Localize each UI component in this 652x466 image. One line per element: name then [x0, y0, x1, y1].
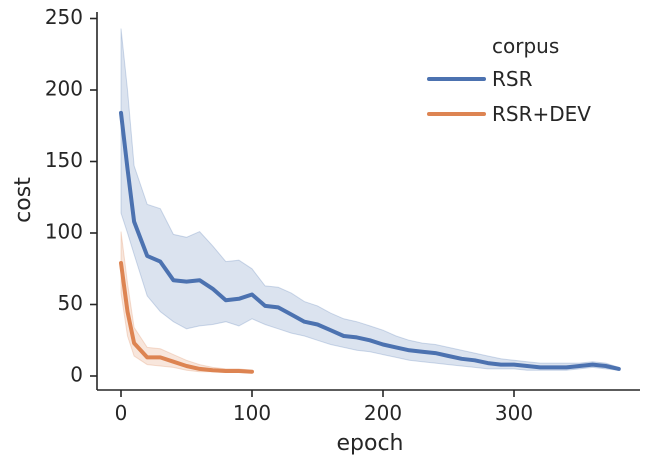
- legend: corpus RSR RSR+DEV: [427, 34, 591, 126]
- x-ticks: 0 100 200 300: [115, 390, 533, 425]
- y-axis-label: cost: [11, 177, 36, 223]
- x-axis-label: epoch: [337, 431, 404, 456]
- y-tick-label: 250: [45, 5, 83, 29]
- legend-title: corpus: [492, 34, 559, 58]
- y-tick-label: 0: [70, 363, 83, 387]
- x-tick-label: 200: [364, 401, 402, 425]
- series-lines: [119, 110, 621, 374]
- y-tick-label: 100: [45, 220, 83, 244]
- y-tick-label: 200: [45, 77, 83, 101]
- x-tick-label: 0: [115, 401, 128, 425]
- x-tick-label: 300: [495, 401, 533, 425]
- series-line-rsr-dev: [119, 261, 254, 374]
- confidence-bands: [120, 28, 620, 374]
- x-tick-label: 100: [233, 401, 271, 425]
- y-tick-label: 150: [45, 148, 83, 172]
- y-tick-label: 50: [58, 291, 83, 315]
- y-ticks: 0 50 100 150 200 250: [45, 5, 97, 387]
- series-line-rsr: [119, 110, 621, 371]
- confidence-band-rsr: [120, 28, 620, 371]
- legend-entry-rsr: RSR: [492, 67, 533, 91]
- legend-entry-rsr-dev: RSR+DEV: [492, 102, 591, 126]
